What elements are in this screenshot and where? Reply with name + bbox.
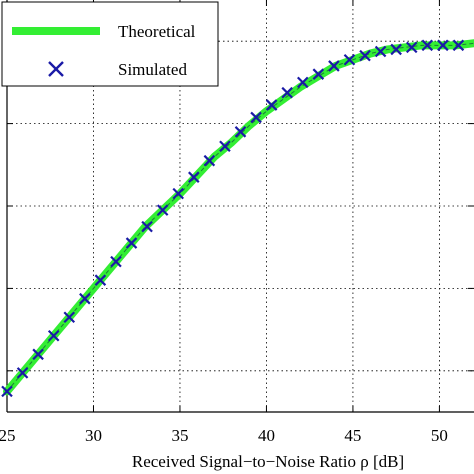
simulated-point-stroke xyxy=(281,86,293,99)
x-tick-label: 50 xyxy=(431,426,448,445)
theoretical-line xyxy=(3,39,474,396)
simulated-point-stroke xyxy=(110,255,122,268)
x-tick-label: 30 xyxy=(85,426,102,445)
simulated-point-stroke xyxy=(188,171,200,183)
simulated-point xyxy=(79,292,91,305)
simulated-point-stroke xyxy=(1,385,13,398)
simulated-point-stroke xyxy=(47,330,60,342)
simulated-point xyxy=(16,367,29,379)
simulated-point-stroke xyxy=(79,292,91,305)
simulated-point-stroke xyxy=(437,39,449,52)
simulated-point-stroke xyxy=(94,274,107,286)
simulated-point xyxy=(141,220,153,233)
tick-labels: 25 30 35 40 45 50 xyxy=(0,426,448,445)
series-layer xyxy=(1,39,474,398)
simulated-point xyxy=(188,171,200,183)
simulated-point-stroke xyxy=(405,41,418,54)
simulated-point xyxy=(47,330,60,342)
simulated-point xyxy=(265,99,278,111)
simulated-point xyxy=(94,274,107,286)
simulated-point-stroke xyxy=(296,76,309,89)
legend: Theoretical Simulated xyxy=(1,1,219,87)
legend-box xyxy=(1,1,219,87)
legend-x-marker xyxy=(48,61,64,77)
simulated-point xyxy=(343,53,356,66)
simulated-point xyxy=(281,86,293,99)
simulated-point xyxy=(250,111,262,124)
x-tick-label: 25 xyxy=(0,426,16,445)
simulated-point xyxy=(219,140,231,153)
simulated-point xyxy=(359,49,371,62)
simulated-point xyxy=(390,43,402,56)
simulated-point-stroke xyxy=(203,154,216,167)
simulated-point xyxy=(203,154,216,167)
legend-x-marker-stroke xyxy=(48,61,64,77)
simulated-point-stroke xyxy=(250,111,262,124)
simulated-point xyxy=(328,60,340,72)
simulated-point xyxy=(437,39,449,52)
simulated-point-stroke xyxy=(312,68,325,80)
theoretical-centerline xyxy=(6,42,474,392)
simulated-point-stroke xyxy=(219,140,231,153)
simulated-point-stroke xyxy=(452,39,465,52)
simulated-point-stroke xyxy=(141,220,153,233)
simulated-point xyxy=(312,68,325,80)
simulated-point-stroke xyxy=(421,39,434,52)
x-tick-label: 35 xyxy=(171,426,188,445)
simulated-point xyxy=(421,39,434,52)
simulated-point-stroke xyxy=(156,204,169,216)
legend-label-simulated: Simulated xyxy=(118,60,187,79)
simulated-point-stroke xyxy=(234,126,247,138)
simulated-point-stroke xyxy=(172,187,185,200)
simulated-point-stroke xyxy=(125,237,138,249)
simulated-point xyxy=(156,204,169,216)
x-axis-label: Received Signal−to−Noise Ratio ρ [dB] xyxy=(132,452,404,471)
simulated-point-stroke xyxy=(343,53,356,66)
simulated-point-stroke xyxy=(16,367,29,379)
simulated-point xyxy=(374,45,387,58)
simulated-point xyxy=(234,126,247,138)
simulated-point xyxy=(125,237,138,249)
simulated-point xyxy=(1,385,13,398)
simulated-point-stroke xyxy=(374,45,387,58)
simulated-point xyxy=(110,255,122,268)
simulated-point xyxy=(452,39,465,52)
simulated-point-stroke xyxy=(265,99,278,111)
simulated-point-stroke xyxy=(32,348,44,361)
simulated-point xyxy=(63,311,76,324)
simulated-point-stroke xyxy=(328,60,340,72)
simulated-point-stroke xyxy=(63,311,76,324)
simulated-point xyxy=(296,76,309,89)
simulated-point xyxy=(172,187,185,200)
simulated-point xyxy=(405,41,418,54)
x-tick-label: 40 xyxy=(258,426,275,445)
simulated-point-stroke xyxy=(359,49,371,62)
simulated-point-stroke xyxy=(390,43,402,56)
legend-label-theoretical: Theoretical xyxy=(118,22,196,41)
x-tick-label: 45 xyxy=(344,426,361,445)
simulated-point xyxy=(32,348,44,361)
